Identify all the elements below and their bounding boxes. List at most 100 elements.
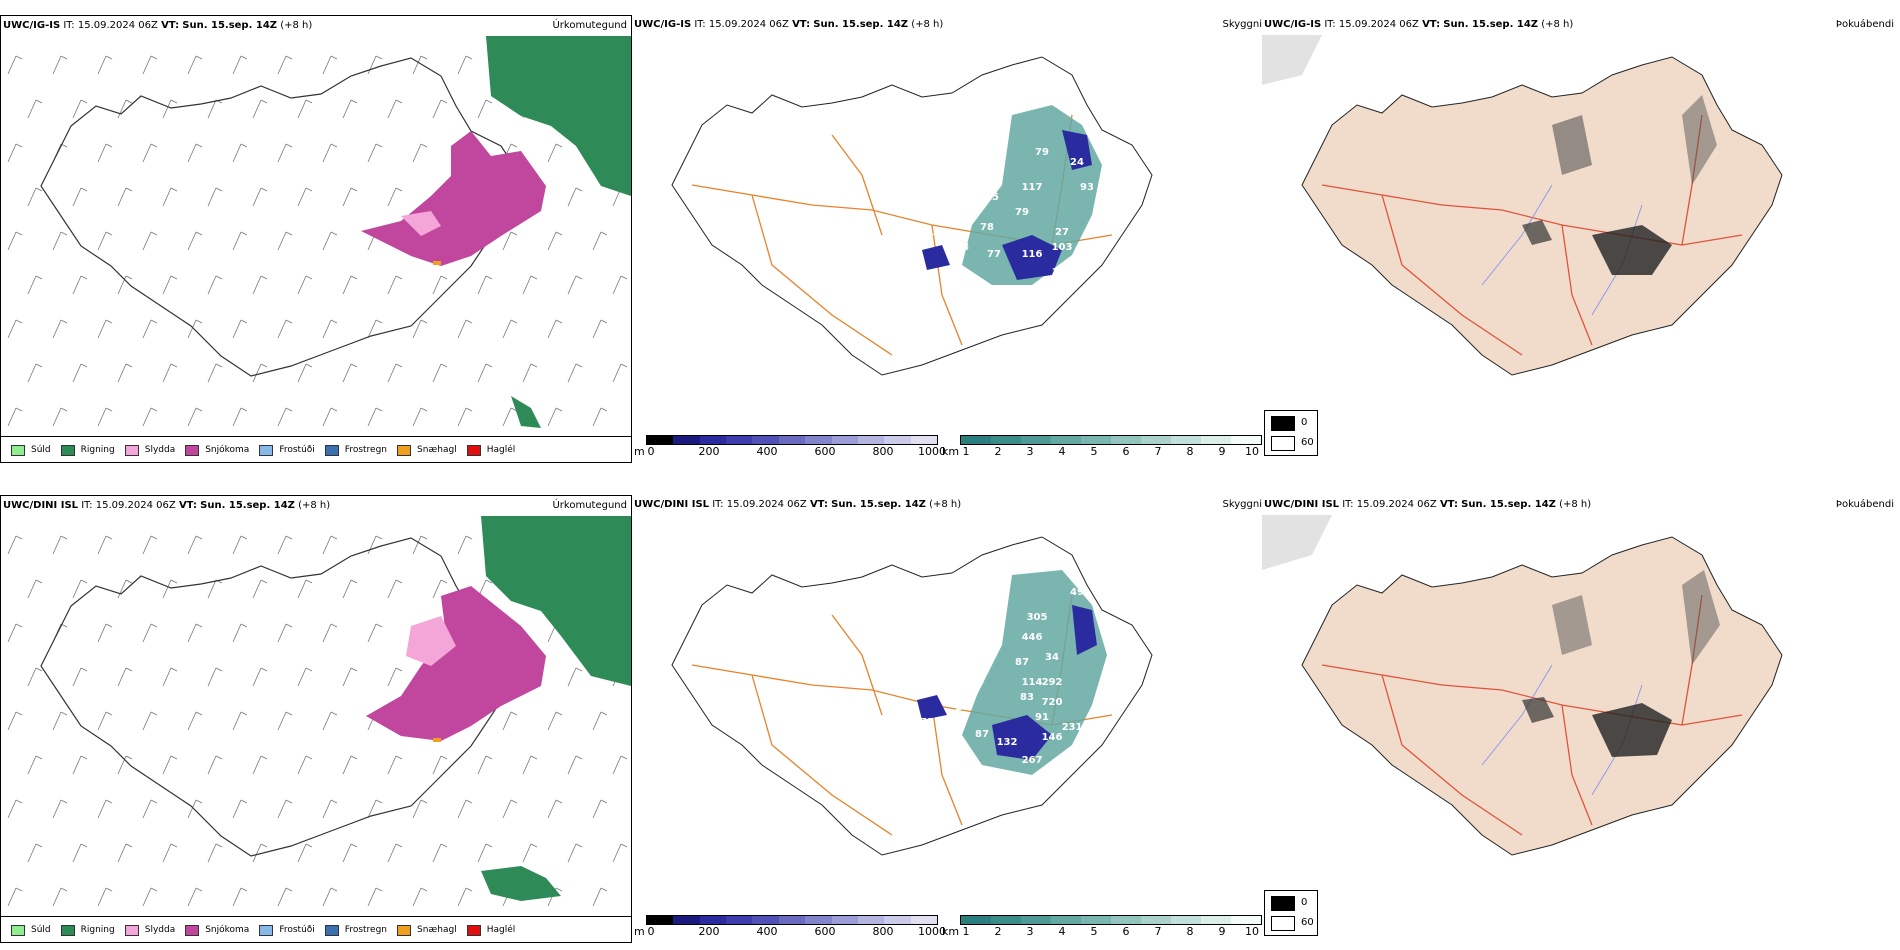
wind-barb xyxy=(7,623,17,643)
wind-barb xyxy=(457,887,467,907)
wind-barb xyxy=(522,755,532,775)
wind-barb xyxy=(412,55,422,75)
wind-barb-tick xyxy=(105,319,113,324)
wind-barb xyxy=(297,275,307,295)
wind-barb-tick xyxy=(510,319,518,324)
wind-barb xyxy=(72,187,82,207)
wind-barb xyxy=(207,187,217,207)
wind-barb-tick xyxy=(260,363,268,368)
wind-barb xyxy=(162,363,172,383)
wind-barb-tick xyxy=(420,887,428,892)
wind-barb-tick xyxy=(80,187,88,192)
wind-barb-tick xyxy=(15,887,23,892)
sleet-area xyxy=(401,211,441,236)
wind-barb-tick xyxy=(60,55,68,60)
wind-barb-tick xyxy=(170,275,178,280)
wind-barb-tick xyxy=(485,755,493,760)
wind-barb xyxy=(277,535,287,555)
wind-barb xyxy=(232,143,242,163)
precip-panel-top: UWC/IG-IS IT: 15.09.2024 06Z VT: Sun. 15… xyxy=(0,15,632,463)
wind-barb-tick xyxy=(195,623,203,628)
wind-barb xyxy=(322,231,332,251)
wind-barb xyxy=(207,99,217,119)
wind-barb xyxy=(277,407,287,427)
wind-barb xyxy=(567,755,577,775)
wind-barb xyxy=(277,231,287,251)
wind-barb-tick xyxy=(465,887,473,892)
wind-barb xyxy=(612,755,622,775)
wind-barb xyxy=(412,143,422,163)
wind-barb-tick xyxy=(620,843,628,848)
wind-barb xyxy=(592,407,602,427)
wind-barb xyxy=(547,231,557,251)
visibility-value-label: 15 xyxy=(970,677,984,688)
visibility-value-label: 106 xyxy=(842,737,863,748)
wind-barb xyxy=(7,407,17,427)
wind-barb xyxy=(297,843,307,863)
wind-barb-tick xyxy=(285,799,293,804)
wind-barb-tick xyxy=(35,99,43,104)
legend-swatch xyxy=(124,444,139,456)
wind-barb xyxy=(187,143,197,163)
fog-panel-top: UWC/IG-IS IT: 15.09.2024 06Z VT: Sun. 15… xyxy=(1262,15,1898,463)
wind-barb xyxy=(592,231,602,251)
visibility-value-label: 103 xyxy=(1052,267,1073,278)
wind-barb-tick xyxy=(240,535,248,540)
wind-barb-tick xyxy=(555,887,563,892)
wind-barb xyxy=(187,535,197,555)
wind-barb xyxy=(142,55,152,75)
wind-barb xyxy=(322,799,332,819)
wind-barb xyxy=(432,363,442,383)
wind-barb xyxy=(367,623,377,643)
wind-barb-tick xyxy=(35,843,43,848)
wind-barb xyxy=(232,231,242,251)
panel-header: UWC/IG-IS IT: 15.09.2024 06Z VT: Sun. 15… xyxy=(634,19,944,30)
wind-barb xyxy=(207,843,217,863)
wind-barb-tick xyxy=(260,755,268,760)
wind-barb-tick xyxy=(440,579,448,584)
wind-barb xyxy=(97,143,107,163)
legend-item: Súld xyxy=(11,924,51,936)
wind-barb xyxy=(252,579,262,599)
wind-barb xyxy=(367,407,377,427)
wind-barb xyxy=(252,99,262,119)
wind-barb-tick xyxy=(125,843,133,848)
wind-barb-tick xyxy=(170,755,178,760)
wind-barb xyxy=(52,55,62,75)
wind-barb-tick xyxy=(125,187,133,192)
wind-barb xyxy=(162,667,172,687)
wind-barb xyxy=(342,363,352,383)
wind-barb xyxy=(477,363,487,383)
wind-barb-tick xyxy=(125,579,133,584)
wind-barb xyxy=(502,319,512,339)
rain-area xyxy=(486,36,631,196)
visibility-value-label: 117 xyxy=(1022,182,1043,193)
wind-barb-tick xyxy=(375,143,383,148)
wind-barb xyxy=(547,407,557,427)
wind-barb xyxy=(162,187,172,207)
wind-barb-tick xyxy=(240,231,248,236)
wind-barb-tick xyxy=(60,887,68,892)
wind-barb xyxy=(207,755,217,775)
fog-dark-area xyxy=(1592,225,1672,275)
wind-barb-tick xyxy=(240,319,248,324)
wind-barb xyxy=(477,99,487,119)
wind-barb xyxy=(387,667,397,687)
visibility-title: Skyggni xyxy=(1222,19,1262,30)
wind-barb-tick xyxy=(350,755,358,760)
colorbar-bar xyxy=(960,435,1262,445)
wind-barb xyxy=(367,535,377,555)
wind-barb-tick xyxy=(395,99,403,104)
legend-item: Frostregn xyxy=(324,444,387,456)
wind-barb-tick xyxy=(150,799,158,804)
wind-barb-tick xyxy=(195,799,203,804)
wind-barb xyxy=(72,275,82,295)
wind-barb xyxy=(117,579,127,599)
wind-barb-tick xyxy=(375,319,383,324)
wind-barb-tick xyxy=(240,887,248,892)
wind-barb xyxy=(367,887,377,907)
wind-barb xyxy=(142,319,152,339)
wind-barb-tick xyxy=(150,623,158,628)
wind-barb-tick xyxy=(105,887,113,892)
wind-barb-tick xyxy=(375,887,383,892)
